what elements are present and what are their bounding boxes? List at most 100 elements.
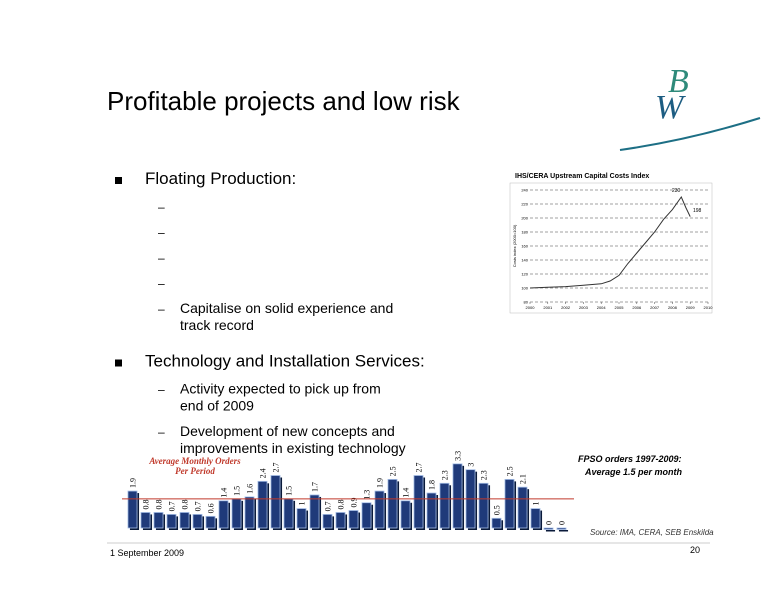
data-label: 1.6	[246, 484, 255, 494]
x-tick-label: 2005	[615, 305, 625, 310]
dash: –	[158, 425, 165, 439]
bar	[361, 502, 372, 529]
slide-title: Profitable projects and low risk	[107, 86, 461, 116]
data-label: 0.5	[493, 505, 502, 515]
page-number: 20	[690, 545, 700, 555]
y-tick-label: 160	[521, 244, 528, 249]
chart-title: IHS/CERA Upstream Capital Costs Index	[515, 173, 649, 180]
line: Capitalise on solid experience and	[180, 300, 393, 316]
dash: –	[158, 226, 165, 240]
data-label: 1.3	[363, 490, 372, 500]
dash: –	[158, 383, 165, 397]
data-label: 0.7	[168, 501, 177, 511]
data-label: 2.4	[259, 468, 268, 478]
bar	[374, 490, 385, 529]
logo-letter: W	[655, 89, 686, 126]
bullet-square	[115, 359, 122, 367]
bar	[556, 527, 567, 530]
y-tick-label: 240	[521, 188, 528, 193]
data-label: 2.3	[480, 470, 489, 480]
bar	[231, 498, 242, 529]
x-tick-label: 2002	[561, 305, 571, 310]
bar	[192, 513, 203, 529]
data-label: 2.1	[519, 474, 528, 484]
bar	[400, 500, 411, 529]
note: FPSO orders 1997-2009:	[578, 454, 682, 464]
data-label: 2.7	[272, 463, 281, 473]
bullet-square	[115, 177, 122, 184]
line: improvements in existing technology	[180, 440, 406, 456]
data-label: 0.6	[207, 503, 216, 513]
bullet-item: Capitalise on solid experience and track …	[180, 300, 393, 333]
y-tick-label: 180	[521, 230, 528, 235]
logo: B W	[619, 63, 761, 151]
plot-frame	[509, 182, 713, 314]
logo-swoosh	[619, 117, 761, 151]
bullet-item: Development of new concepts and improveme…	[180, 423, 406, 456]
line: Activity expected to pick up from	[180, 381, 381, 397]
x-tick-label: 2006	[632, 305, 642, 310]
bar-shadow	[558, 530, 569, 532]
bar	[452, 463, 463, 529]
bar	[439, 482, 450, 529]
x-tick-label: 2003	[579, 305, 589, 310]
dash: –	[158, 302, 165, 316]
data-label: 0.8	[181, 499, 190, 509]
bullet-heading: Floating Production:	[145, 169, 296, 188]
line-series	[529, 195, 691, 289]
data-label: 1	[298, 502, 307, 506]
data-label: 0.7	[194, 501, 203, 511]
data-label: 2.7	[415, 463, 424, 473]
bullet-item: Activity expected to pick up from end of …	[180, 381, 381, 414]
bar	[166, 513, 177, 529]
data-label: 0.7	[324, 501, 333, 511]
y-tick-label: 100	[521, 286, 528, 291]
y-tick-label: 200	[521, 216, 528, 221]
bar	[127, 490, 138, 529]
chart-title: Average Monthly Orders	[148, 456, 241, 466]
y-tick-label: 220	[521, 202, 528, 207]
bullet-heading: Technology and Installation Services:	[145, 352, 425, 371]
dash: –	[158, 277, 165, 291]
bar	[335, 512, 346, 529]
bar	[179, 512, 190, 529]
bar	[283, 498, 294, 529]
data-label: 2.5	[389, 466, 398, 476]
x-tick-label: 2009	[686, 305, 696, 310]
data-label: 0.8	[337, 499, 346, 509]
data-label: 1.8	[428, 480, 437, 490]
dash: –	[158, 200, 165, 214]
charts: IHS/CERA Upstream Capital Costs Index 80 1…	[122, 173, 713, 532]
data-label: 3.3	[454, 451, 463, 461]
bar	[140, 512, 151, 529]
chart-subtitle: Per Period	[175, 466, 215, 476]
bar	[478, 482, 489, 529]
data-label: 3	[467, 463, 476, 467]
bar	[348, 510, 359, 529]
data-label: 1.5	[285, 486, 294, 496]
data-label: 1.5	[233, 486, 242, 496]
dash: –	[158, 251, 165, 265]
data-label: 2.3	[441, 470, 450, 480]
footer-date: 1 September 2009	[110, 548, 184, 558]
bar	[218, 500, 229, 529]
y-axis-label: Costs index (2000=100)	[512, 224, 517, 267]
bar	[543, 527, 554, 530]
note: Average 1.5 per month	[584, 467, 683, 477]
bar	[257, 480, 268, 529]
line: track record	[180, 317, 254, 333]
bar	[205, 515, 216, 529]
annotation: 198	[693, 208, 702, 214]
y-tick-label: 140	[521, 258, 528, 263]
data-label: 1	[532, 502, 541, 506]
data-label: 1.4	[402, 488, 411, 498]
y-tick-label: 80	[524, 300, 529, 305]
bar	[413, 475, 424, 529]
bar	[504, 478, 515, 529]
x-tick-label: 2000	[526, 305, 536, 310]
data-label: 2.5	[506, 466, 515, 476]
bullet-list: Floating Production: – – – – – Capitalise on s…	[115, 169, 425, 456]
data-label: 0	[545, 521, 554, 525]
bar	[270, 475, 281, 529]
